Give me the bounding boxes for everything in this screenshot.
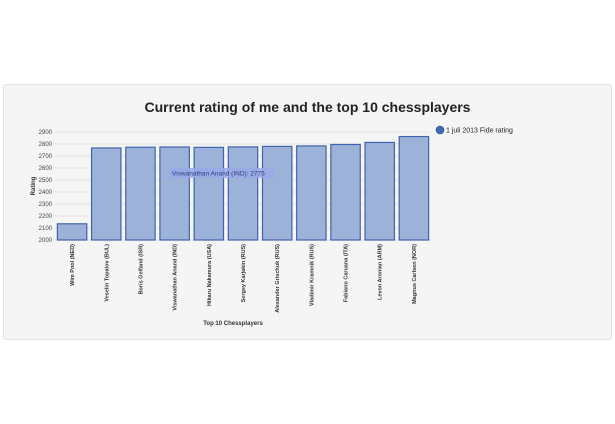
bar[interactable] [330,143,361,241]
bar[interactable] [227,146,259,241]
y-tick-label: 2700 [39,154,53,160]
x-tick-label: Viswanathan Anand (IND) [173,244,179,311]
y-tick-label: 2100 [39,226,53,232]
chart-title: Current rating of me and the top 10 ches… [144,99,471,115]
bar[interactable] [261,145,293,241]
x-axis-label: Top 10 Chessplayers [203,321,263,327]
bar[interactable] [159,146,190,241]
tooltip-label: Viswanathan Anand (IND): 2775 [172,171,265,178]
y-tick-label: 2200 [39,214,53,220]
x-tick-label: Vladimir Kramnik (RUS) [309,244,315,306]
bar[interactable] [296,145,327,241]
y-tick-label: 2300 [39,202,53,208]
y-tick-label: 2000 [39,238,53,244]
x-tick-label: Fabiano Caruana (ITA) [344,244,350,302]
bar[interactable] [90,147,122,241]
x-tick-label: Levon Aronian (ARM) [378,244,384,300]
x-tick-label: Alexander Grischuk (RUS) [275,244,281,313]
bar[interactable] [364,141,396,241]
y-axis-label: Rating [31,176,37,195]
x-tick-label: Sergey Karjakin (RUS) [241,244,247,303]
legend-label[interactable]: 1 juli 2013 Fide rating [446,128,513,135]
x-tick-label: Wim Pool (NED) [70,244,76,286]
y-tick-label: 2800 [39,142,53,148]
x-tick-label: Boris Gelfand (ISR) [138,244,144,295]
x-tick-label: Magnus Carlsen (NOR) [412,244,418,304]
legend-swatch[interactable] [435,125,445,135]
y-tick-label: 2400 [39,190,53,196]
y-tick-label: 2900 [39,130,53,136]
bar[interactable] [125,146,156,241]
y-tick-label: 2500 [39,178,53,184]
bar[interactable] [398,135,430,241]
tooltip-box [170,168,274,178]
x-tick-label: Hikaru Nakamura (USA) [207,244,213,306]
y-tick-label: 2600 [39,166,53,172]
x-tick-label: Veselin Topalov (BUL) [104,244,110,302]
bar[interactable] [193,146,225,241]
bar[interactable] [56,223,88,241]
